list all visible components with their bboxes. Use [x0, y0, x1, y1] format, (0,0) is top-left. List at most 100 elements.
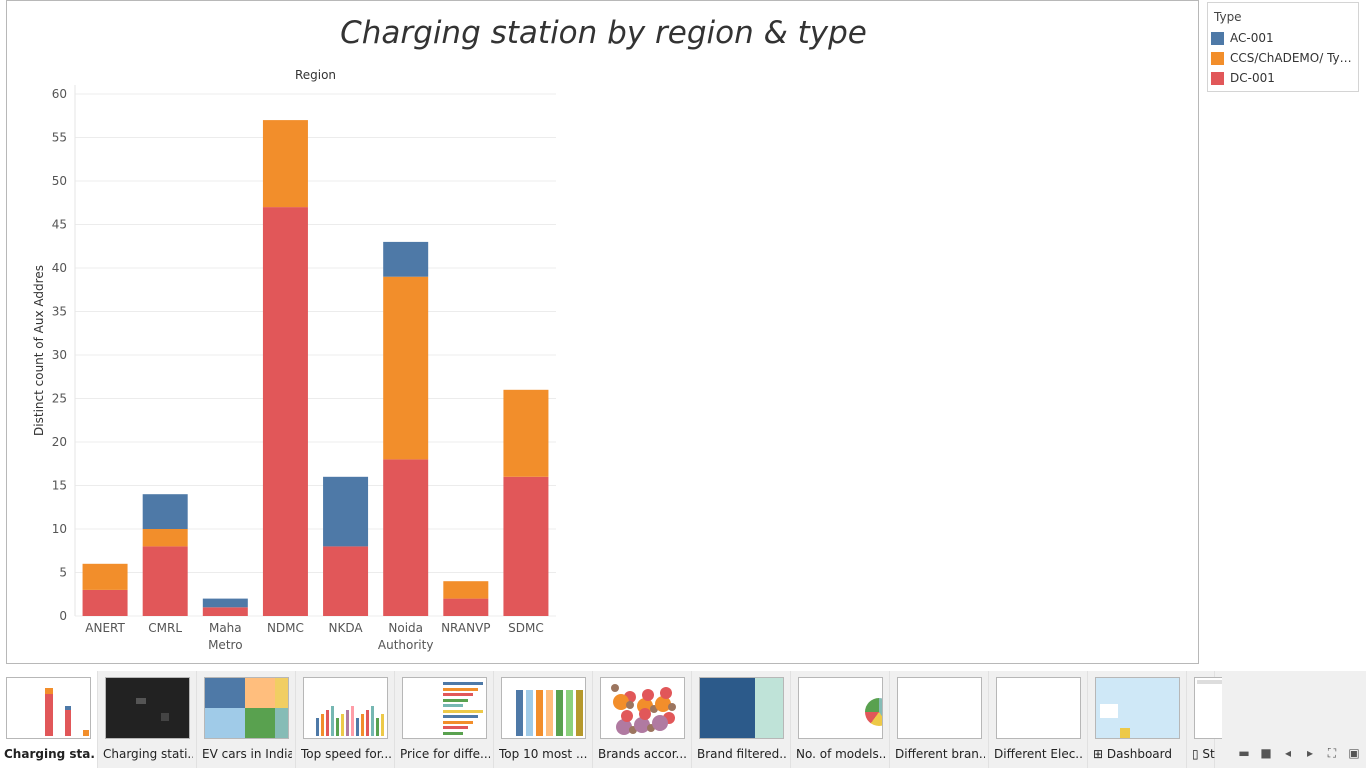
bar-segment [202, 598, 248, 608]
fit-icon[interactable]: ⛶ [1327, 746, 1337, 760]
y-tick-label: 50 [52, 174, 67, 188]
sheet-tab-text: Different Elec... [994, 747, 1084, 761]
x-tick-label: ANERT [85, 621, 125, 635]
bar-segment [323, 476, 369, 547]
sheet-tab-label: Brand filtered... [697, 747, 787, 761]
sheet-tab-text: Charging sta... [4, 747, 94, 761]
y-tick-label: 25 [52, 392, 67, 406]
sheet-tab[interactable]: Brands accor... [594, 671, 692, 768]
sheet-tab-thumbnail [897, 677, 982, 739]
legend-swatch [1211, 31, 1224, 45]
sheet-tab[interactable]: EV cars in India [198, 671, 296, 768]
y-tick-label: 30 [52, 348, 67, 362]
x-tick-label: SDMC [508, 621, 544, 635]
sheet-tab-label: No. of models... [796, 747, 886, 761]
y-tick-label: 0 [59, 609, 67, 623]
bar-segment [142, 529, 188, 547]
sheet-tab-thumbnail [105, 677, 190, 739]
sheet-tab-text: Brand filtered... [697, 747, 787, 761]
sheet-tab[interactable]: Price for diffe... [396, 671, 494, 768]
bar-segment [82, 589, 128, 616]
tab-controls: ▬ ■ ◂ ▸ ⛶ ▣ [1222, 671, 1366, 768]
sheet-tab[interactable]: Charging stati... [99, 671, 197, 768]
bar-segment [142, 546, 188, 616]
sheet-tab-label: Brands accor... [598, 747, 688, 761]
sheet-tab-text: St [1202, 747, 1215, 761]
sheet-tab-thumbnail [600, 677, 685, 739]
x-tick-label: Metro [208, 638, 242, 652]
sheet-tab-text: Different bran... [895, 747, 985, 761]
bar-segment [383, 459, 429, 616]
legend-item-ac-001[interactable]: AC-001 [1208, 28, 1358, 48]
bar-segment [262, 207, 308, 616]
bar-segment [503, 476, 549, 616]
y-tick-label: 40 [52, 261, 67, 275]
sheet-tab[interactable]: Different Elec... [990, 671, 1088, 768]
sheet-tab[interactable]: ▯ St [1188, 671, 1279, 768]
y-tick-label: 20 [52, 435, 67, 449]
sheet-tab-label: Top speed for... [301, 747, 391, 761]
y-axis-title: Distinct count of Aux Addres [32, 265, 46, 436]
sheet-tab-thumbnail [402, 677, 487, 739]
legend-swatch [1211, 71, 1224, 85]
bar-segment [383, 276, 429, 460]
legend-swatch [1211, 51, 1224, 65]
legend-item-ccs[interactable]: CCS/ChADEMO/ Type.. [1208, 48, 1358, 68]
bar-segment [202, 607, 248, 616]
sheet-tab-thumbnail [996, 677, 1081, 739]
sheet-tab-text: Top speed for... [301, 747, 391, 761]
x-tick-label: CMRL [148, 621, 182, 635]
story-icon: ▯ [1192, 747, 1203, 761]
legend-label: DC-001 [1230, 71, 1275, 85]
bar-segment [142, 494, 188, 529]
show-tabs-icon[interactable]: ■ [1260, 746, 1272, 760]
x-tick-label: NRANVP [441, 621, 490, 635]
sheet-tab-thumbnail [303, 677, 388, 739]
sheet-tab-label: ▯ St [1192, 747, 1282, 761]
column-header: Region [294, 68, 337, 82]
y-tick-label: 10 [52, 522, 67, 536]
legend-item-dc-001[interactable]: DC-001 [1208, 68, 1358, 88]
sheet-tab-text: No. of models... [796, 747, 886, 761]
chart-title: Charging station by region & type [340, 15, 867, 51]
bar-segment [383, 241, 429, 277]
sheet-tab-text: Brands accor... [598, 747, 687, 761]
sheet-tab-label: Charging sta... [4, 747, 94, 761]
sheet-tab[interactable]: Different bran... [891, 671, 989, 768]
bar-segment [443, 598, 489, 616]
sheet-tab[interactable]: Top speed for... [297, 671, 395, 768]
sheet-tab-label: EV cars in India [202, 747, 292, 761]
sheet-tab-label: Different bran... [895, 747, 985, 761]
bar-segment [323, 546, 369, 616]
show-filmstrip-icon[interactable]: ▬ [1238, 746, 1250, 760]
bar-segment [443, 581, 489, 599]
sheet-tab-label: Price for diffe... [400, 747, 490, 761]
sheet-tab-text: Dashboard [1106, 747, 1172, 761]
scroll-left-icon[interactable]: ◂ [1284, 746, 1292, 760]
bar-segment [503, 389, 549, 477]
sheet-tab-label: ⊞ Dashboard [1093, 747, 1183, 761]
sheet-tab[interactable]: Brand filtered... [693, 671, 791, 768]
legend-label: AC-001 [1230, 31, 1274, 45]
sheet-tab[interactable]: Charging sta... [0, 671, 98, 768]
x-tick-label: Noida [388, 621, 423, 635]
sheet-tab-label: Different Elec... [994, 747, 1084, 761]
sheet-tab-text: Charging stati... [103, 747, 193, 761]
sheet-tab-label: Charging stati... [103, 747, 193, 761]
sheet-tab[interactable]: No. of models... [792, 671, 890, 768]
x-tick-label: NKDA [329, 621, 364, 635]
sheet-tab-text: Price for diffe... [400, 747, 490, 761]
sheet-tab[interactable]: Top 10 most ... [495, 671, 593, 768]
legend-label: CCS/ChADEMO/ Type.. [1230, 51, 1354, 65]
type-legend[interactable]: Type AC-001 CCS/ChADEMO/ Type.. DC-001 [1207, 2, 1359, 92]
sheet-tab[interactable]: ⊞ Dashboard [1089, 671, 1187, 768]
y-tick-label: 15 [52, 479, 67, 493]
legend-title: Type [1214, 10, 1242, 24]
y-tick-label: 5 [59, 566, 67, 580]
scroll-right-icon[interactable]: ▸ [1306, 746, 1314, 760]
sheet-tab-thumbnail [204, 677, 289, 739]
sheet-tab-label: Top 10 most ... [499, 747, 589, 761]
presentation-icon[interactable]: ▣ [1348, 746, 1360, 760]
sheet-tab-thumbnail [6, 677, 91, 739]
dashboard-icon: ⊞ [1093, 747, 1107, 761]
